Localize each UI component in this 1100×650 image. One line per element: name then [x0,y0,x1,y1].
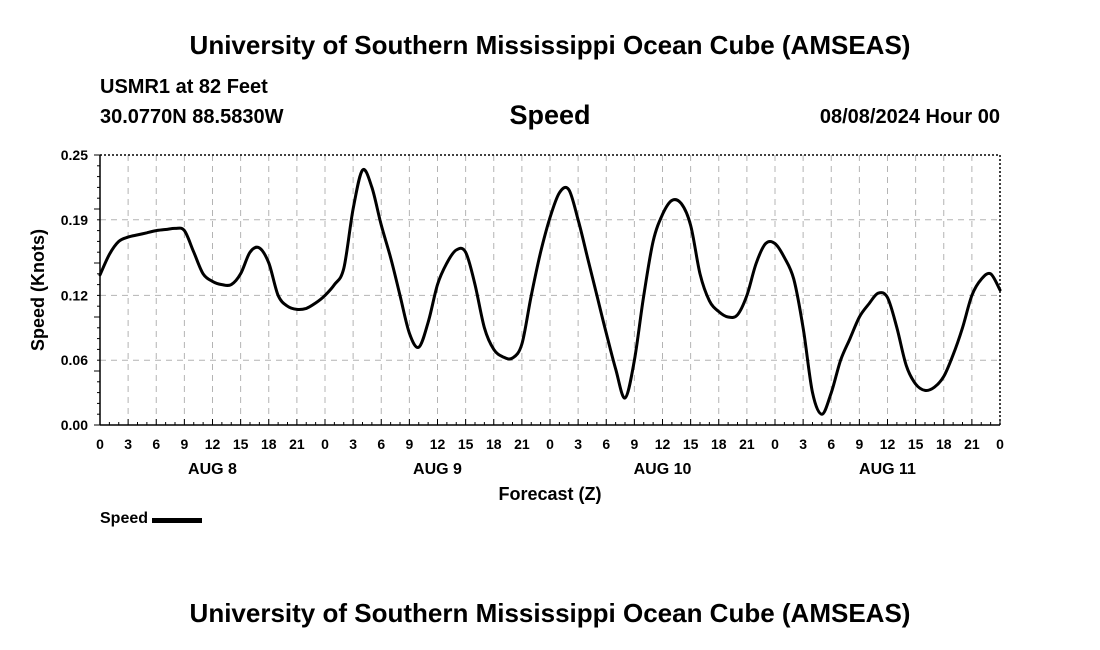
x-tick-label: 15 [458,436,474,452]
day-label: AUG 9 [413,461,462,478]
x-axis-title: Forecast (Z) [498,484,601,504]
day-label: AUG 8 [188,461,237,478]
footer-title: University of Southern Mississippi Ocean… [189,598,911,628]
legend-label: Speed [100,510,149,527]
x-tick-label: 0 [771,436,779,452]
y-tick-label: 0.25 [61,147,88,163]
x-tick-label: 12 [430,436,446,452]
x-tick-label: 3 [574,436,582,452]
x-tick-label: 18 [486,436,502,452]
x-tick-label: 0 [96,436,104,452]
x-tick-label: 21 [514,436,530,452]
x-tick-label: 9 [180,436,188,452]
x-tick-label: 9 [630,436,638,452]
y-tick-label: 0.19 [61,212,88,228]
x-tick-label: 0 [996,436,1004,452]
x-tick-label: 18 [936,436,952,452]
x-tick-label: 0 [546,436,554,452]
axes [94,154,1001,426]
x-tick-label: 3 [349,436,357,452]
axis-labels: 0.00 0.06 0.12 0.19 0.25 0 3 6 9 12 15 18 21 0 3 6 9 12 15… [28,147,1004,504]
x-tick-label: 12 [880,436,896,452]
y-tick-label: 0.12 [61,287,88,303]
x-tick-label: 18 [261,436,277,452]
x-tick-label: 3 [799,436,807,452]
station-coordinates: 30.0770N 88.5830W [100,106,284,128]
parameter-title: Speed [509,100,591,130]
y-axis-title: Speed (Knots) [28,229,48,351]
day-label: AUG 11 [859,461,916,478]
x-tick-label: 6 [152,436,160,452]
x-tick-label: 6 [602,436,610,452]
gridlines [100,155,1000,425]
x-tick-label: 21 [964,436,980,452]
x-tick-label: 6 [827,436,835,452]
x-tick-label: 3 [124,436,132,452]
x-tick-label: 12 [655,436,671,452]
legend: Speed [100,510,203,528]
x-tick-label: 12 [205,436,221,452]
x-tick-label: 15 [233,436,249,452]
y-tick-label: 0.00 [61,417,88,433]
chart-title: University of Southern Mississippi Ocean… [189,30,911,60]
day-label: AUG 10 [634,461,692,478]
x-tick-label: 15 [908,436,924,452]
x-tick-label: 6 [377,436,385,452]
x-tick-label: 15 [683,436,699,452]
x-tick-label: 18 [711,436,727,452]
x-tick-label: 9 [855,436,863,452]
station-name: USMR1 at 82 Feet [100,76,268,98]
x-tick-label: 0 [321,436,329,452]
y-tick-label: 0.06 [61,352,88,368]
forecast-datetime: 08/08/2024 Hour 00 [819,106,1000,128]
legend-swatch [152,518,203,523]
speed-series-line [98,167,1002,416]
x-tick-label: 21 [739,436,755,452]
series [98,167,1002,416]
x-tick-label: 21 [289,436,305,452]
x-tick-label: 9 [405,436,413,452]
